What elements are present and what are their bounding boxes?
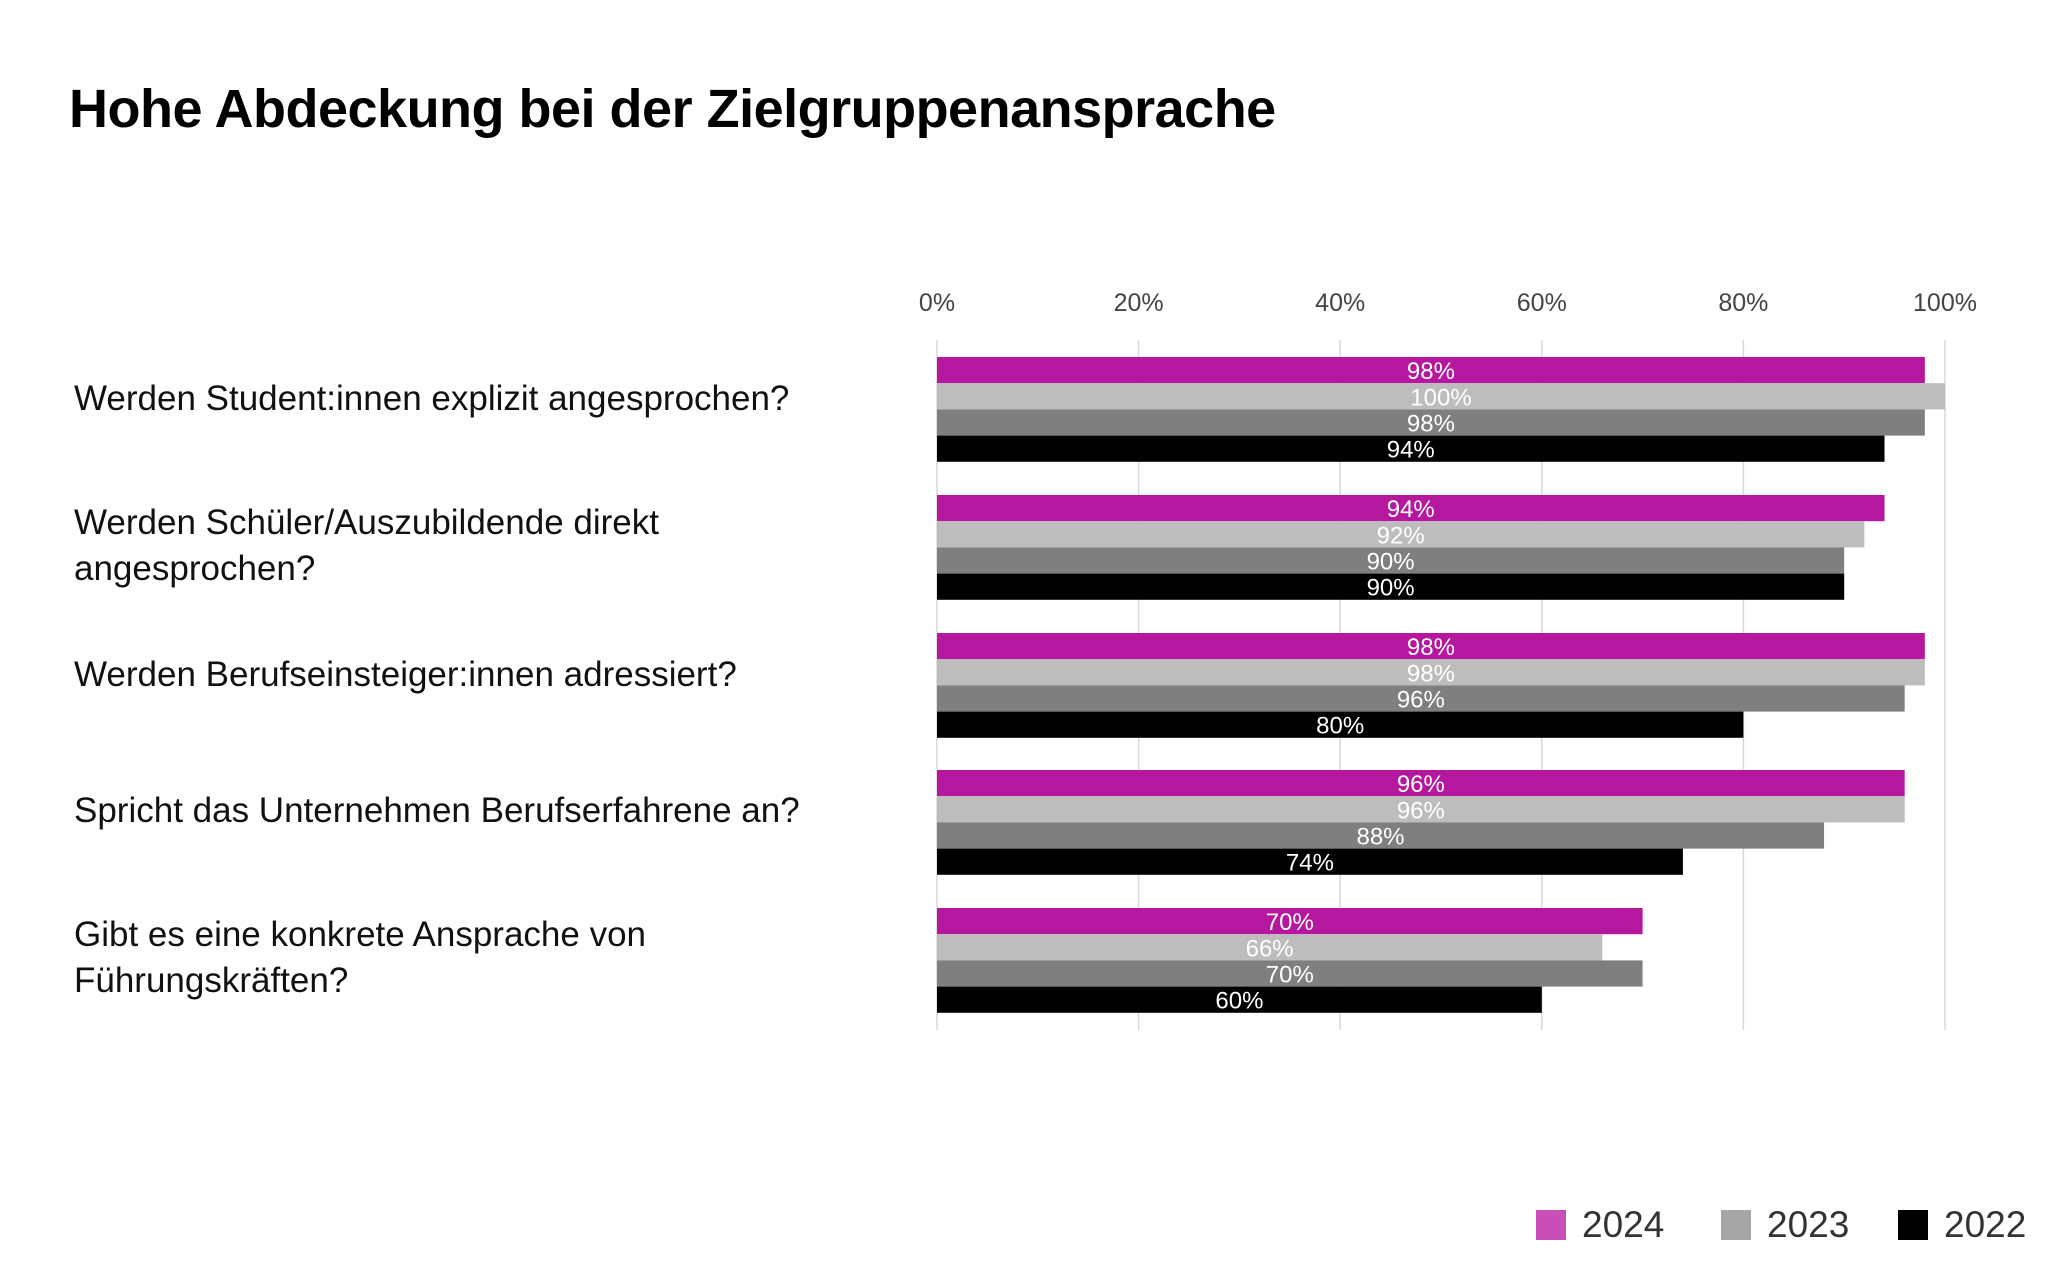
bar — [937, 796, 1905, 823]
bar-value-label: 98% — [1407, 411, 1455, 438]
bar-value-label: 60% — [1215, 988, 1263, 1015]
bar — [937, 685, 1905, 712]
bar — [937, 409, 1925, 436]
bar — [937, 547, 1845, 574]
legend-item-2023: 2023 — [1721, 1202, 1849, 1248]
bar-value-label: 90% — [1367, 549, 1415, 576]
bar-value-label: 98% — [1407, 634, 1455, 661]
bar — [937, 383, 1945, 410]
bar-value-label: 90% — [1367, 575, 1415, 602]
bar-value-label: 74% — [1286, 850, 1334, 877]
legend-label-2024: 2024 — [1582, 1204, 1665, 1245]
legend-label-2022: 2022 — [1944, 1204, 2027, 1245]
bar-value-label: 96% — [1397, 687, 1445, 714]
bar — [937, 770, 1905, 797]
bar — [937, 822, 1825, 849]
chart-title: Hohe Abdeckung bei der Zielgruppenanspra… — [69, 79, 1276, 139]
category-label-pupils: Werden Schüler/Auszubildende direkt ange… — [74, 503, 659, 588]
bar-value-label: 100% — [1410, 384, 1471, 411]
category-label-students: Werden Student:innen explizit angesproch… — [74, 379, 790, 418]
x-tick-label: 60% — [1517, 289, 1567, 317]
bar-value-label: 80% — [1316, 713, 1364, 740]
legend-label-2023: 2023 — [1767, 1204, 1850, 1245]
bar-value-label: 96% — [1397, 797, 1445, 824]
bar — [937, 633, 1925, 660]
legend-item-2022: 2022 — [1898, 1202, 2026, 1248]
bar-value-label: 94% — [1387, 437, 1435, 464]
bar-value-label: 98% — [1407, 660, 1455, 687]
x-tick-label: 100% — [1913, 289, 1977, 317]
bar-value-label: 70% — [1266, 909, 1314, 936]
bar — [937, 357, 1925, 384]
legend-item-2024: 2024 — [1536, 1202, 1664, 1248]
bar — [937, 659, 1925, 686]
bar — [937, 573, 1845, 600]
bar — [937, 934, 1603, 961]
bar — [937, 986, 1542, 1013]
bar — [937, 711, 1744, 738]
category-label-career-starters: Werden Berufseinsteiger:innen adressiert… — [74, 655, 737, 694]
bar-value-label: 70% — [1266, 962, 1314, 989]
bar — [937, 960, 1643, 987]
bar-value-label: 98% — [1407, 358, 1455, 385]
category-label-experienced: Spricht das Unternehmen Berufserfahrene … — [74, 791, 800, 830]
bar — [937, 521, 1865, 548]
bar — [937, 495, 1885, 522]
legend-swatch-2022 — [1898, 1210, 1928, 1240]
category-label-executives: Gibt es eine konkrete Ansprache von Führ… — [74, 915, 647, 1000]
bar — [937, 848, 1683, 875]
bar — [937, 435, 1885, 462]
x-tick-label: 20% — [1114, 289, 1164, 317]
legend-swatch-2023 — [1721, 1210, 1751, 1240]
x-tick-label: 40% — [1315, 289, 1365, 317]
bar-value-label: 92% — [1377, 522, 1425, 549]
bar-value-label: 96% — [1397, 771, 1445, 798]
bar — [937, 908, 1643, 935]
bar-value-label: 66% — [1246, 935, 1294, 962]
legend-swatch-2024 — [1536, 1210, 1566, 1240]
x-tick-label: 0% — [919, 289, 955, 317]
bar-value-label: 88% — [1356, 824, 1404, 851]
bar-value-label: 94% — [1387, 496, 1435, 523]
x-tick-label: 80% — [1718, 289, 1768, 317]
